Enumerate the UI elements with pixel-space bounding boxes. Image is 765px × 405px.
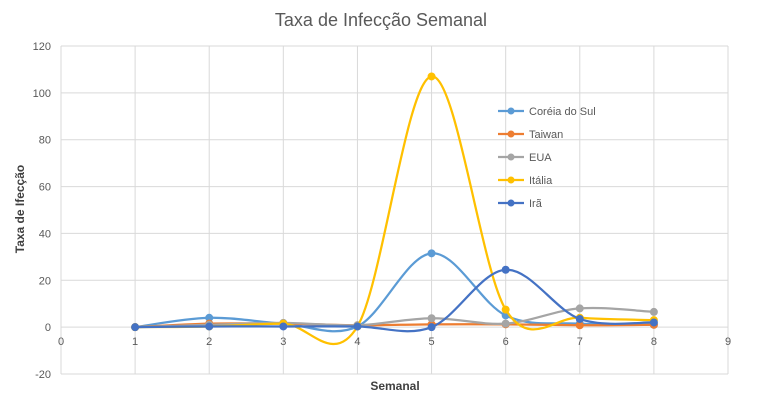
legend-item-italia: Itália [498,175,553,187]
y-tick-label: 80 [39,135,51,147]
y-tick-label: 20 [39,275,51,287]
y-axis-title: Taxa de Ifecção [13,165,27,254]
x-tick-label: 8 [651,336,657,348]
legend-label: EUA [529,152,552,164]
data-point-italia [501,305,510,314]
data-point-ira [353,322,362,331]
chart-title: Taxa de Infecção Semanal [275,10,487,30]
data-point-italia [427,72,436,81]
data-point-eua [649,307,658,316]
x-tick-label: 9 [725,336,731,348]
data-point-ira [279,322,288,331]
data-point-eua [501,319,510,328]
legend-item-eua: EUA [498,152,552,164]
legend-marker [507,199,515,207]
plot-layer [131,72,658,346]
x-tick-label: 1 [132,336,138,348]
y-tick-label: -20 [35,369,51,381]
legend-item-ira: Irã [498,198,543,210]
legend-label: Irã [529,198,543,210]
legend-item-coreia-do-sul: Coréia do Sul [498,106,596,118]
legend-item-taiwan: Taiwan [498,129,563,141]
y-tick-label: 100 [33,88,51,100]
y-tick-label: 40 [39,228,51,240]
legend-marker [507,176,515,184]
data-point-ira [427,323,436,332]
x-tick-label: 6 [503,336,509,348]
label-layer: Taxa de Infecção Semanal Semanal Taxa de… [13,10,731,393]
series-line-italia [133,75,656,346]
data-point-coreia-do-sul [427,249,436,258]
data-point-ira [649,318,658,327]
data-point-eua [575,304,584,313]
legend-label: Itália [529,175,553,187]
x-tick-label: 0 [58,336,64,348]
x-tick-label: 7 [577,336,583,348]
x-tick-label: 3 [280,336,286,348]
legend: Coréia do Sul Taiwan EUA Itália Irã [498,106,596,210]
x-tick-label: 4 [354,336,360,348]
legend-marker [507,107,515,115]
x-tick-label: 5 [428,336,434,348]
data-point-eua [427,314,436,323]
legend-label: Coréia do Sul [529,106,596,118]
y-tick-label: 120 [33,41,51,53]
legend-marker [507,153,515,161]
data-point-ira [575,314,584,323]
x-axis-title: Semanal [370,379,419,393]
data-point-ira [131,323,140,332]
data-point-ira [501,265,510,274]
series-line-eua [133,306,656,329]
series-line-coreia-do-sul [133,252,656,333]
legend-label: Taiwan [529,129,563,141]
data-point-ira [205,322,214,331]
series-line-ira [133,268,656,333]
x-tick-label: 2 [206,336,212,348]
legend-marker [507,130,515,138]
y-tick-label: 0 [45,322,51,334]
y-tick-label: 60 [39,182,51,194]
